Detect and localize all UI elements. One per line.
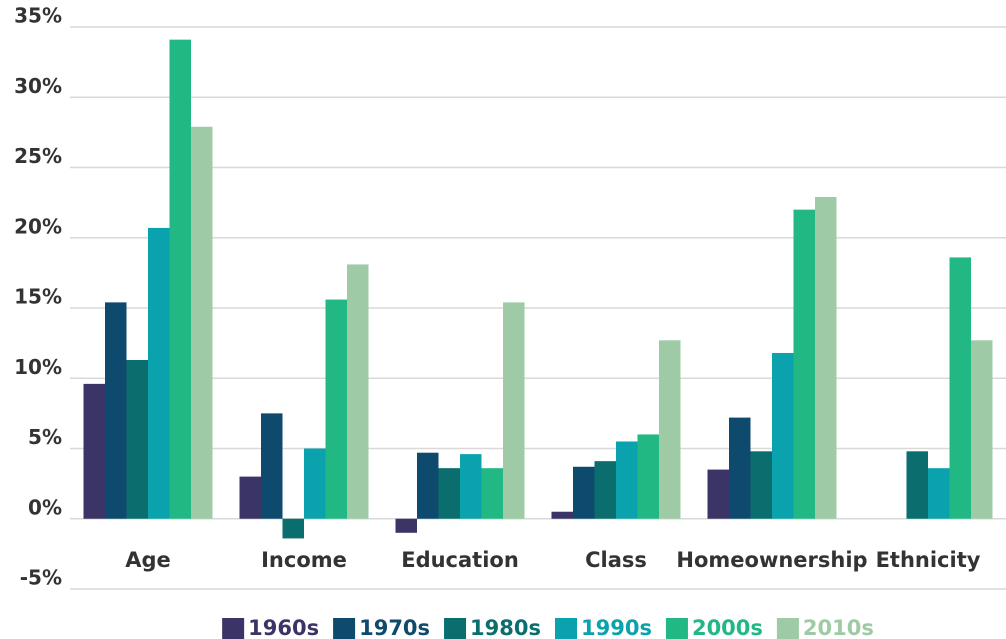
bar [616,441,638,519]
x-tick-label: Homeownership [676,548,867,572]
bar [148,227,170,519]
x-tick-label: Education [401,548,519,572]
bar [772,352,794,519]
legend-label: 1980s [470,616,541,639]
legend-label: 2000s [692,616,763,639]
bar [304,448,326,519]
bar [83,383,105,519]
y-tick-label: 35% [14,4,62,28]
x-tick-label: Ethnicity [876,548,981,572]
bar [325,299,347,519]
bar [417,452,439,519]
bar [395,518,417,533]
y-tick-label: 0% [28,495,62,519]
bar [169,39,191,519]
bar [928,468,950,519]
bar [282,518,304,539]
bar [815,197,837,519]
x-tick-label: Age [125,548,171,572]
bar [949,257,971,519]
bar [729,417,751,519]
bar [750,451,772,519]
bar [438,468,460,519]
legend-swatch [333,618,356,639]
bar [906,451,928,519]
bar [347,264,369,519]
x-tick-label: Income [261,548,347,572]
bar [105,302,127,519]
bar [191,126,213,519]
bar [481,468,503,519]
y-tick-label: -5% [20,566,62,590]
bar [503,302,525,519]
bar [637,434,659,519]
legend-label: 1960s [248,616,319,639]
y-tick-label: 10% [14,355,62,379]
bar [707,469,729,519]
bar [261,413,283,519]
y-tick-label: 5% [28,425,62,449]
y-tick-label: 20% [14,214,62,238]
bar [460,454,482,519]
y-tick-label: 25% [14,144,62,168]
bar [659,340,681,519]
legend-swatch [776,618,799,639]
bar [793,209,815,519]
x-tick-label: Class [585,548,647,572]
legend-label: 1990s [581,616,652,639]
y-tick-label: 30% [14,74,62,98]
bar [573,466,595,519]
legend-swatch [222,618,245,639]
legend-label: 2010s [803,616,874,639]
legend-label: 1970s [359,616,430,639]
bar [551,511,573,519]
legend-swatch [555,618,577,639]
legend-swatch [665,618,688,639]
bar [239,476,261,519]
y-tick-label: 15% [14,285,62,309]
bar [971,340,993,519]
bar [126,359,148,519]
legend-swatch [444,618,467,639]
bar [594,461,616,519]
